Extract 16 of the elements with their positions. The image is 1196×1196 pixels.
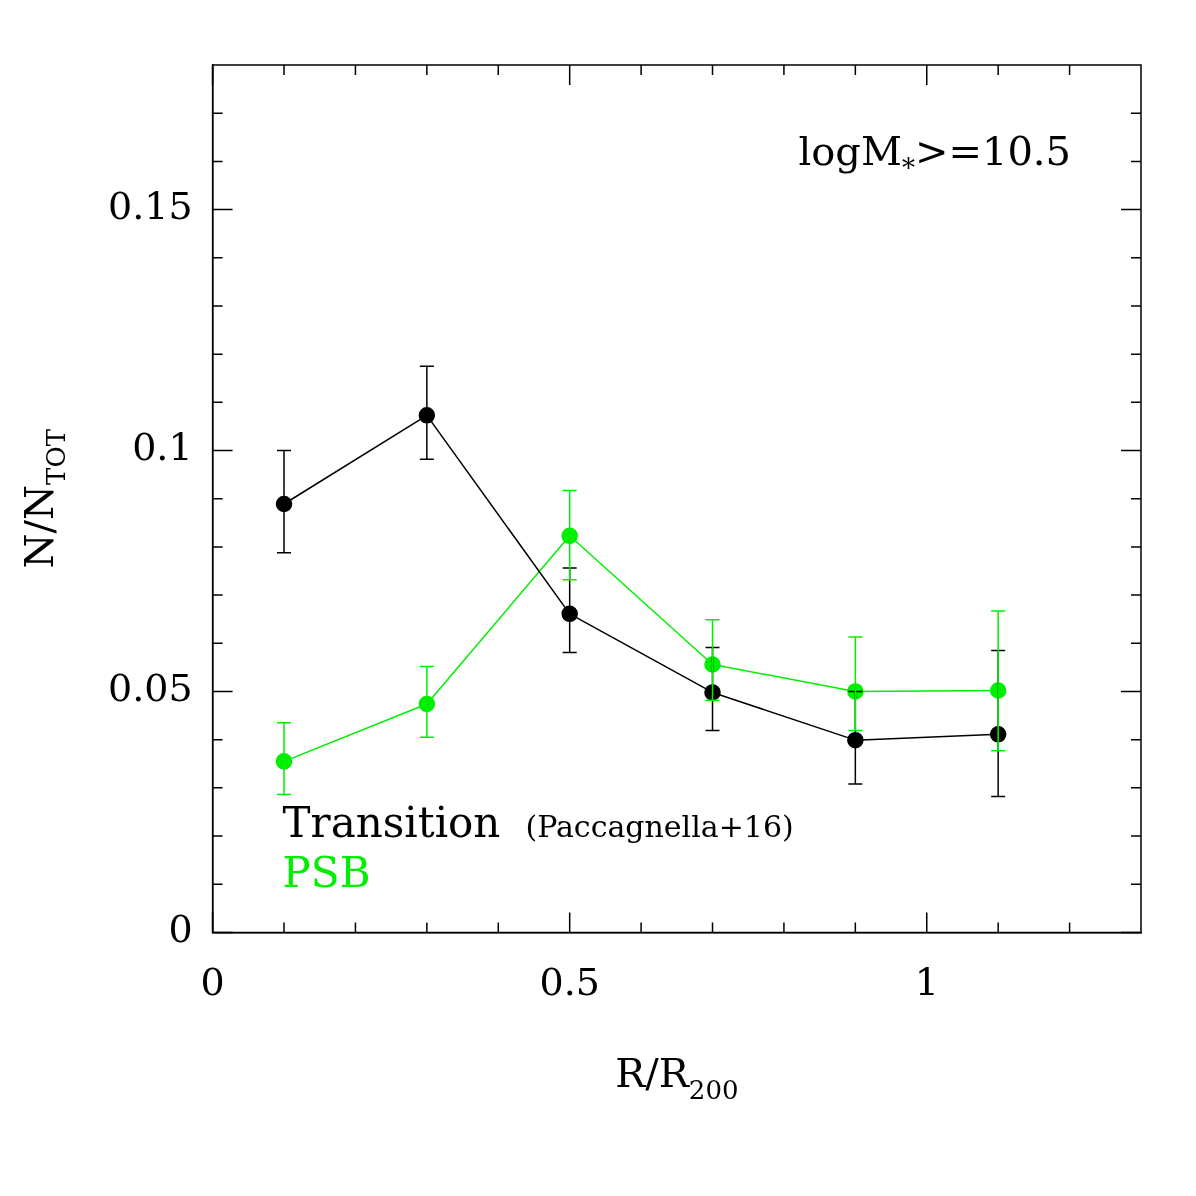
x-tick-label: 0: [200, 960, 225, 1005]
y-axis-title: N/NTOT: [15, 428, 71, 569]
y-tick-label: 0.15: [108, 184, 193, 229]
point: [561, 527, 578, 545]
x-tick-label: 1: [914, 960, 939, 1005]
y-tick-label: 0.1: [132, 425, 193, 470]
series-label: PSB: [282, 848, 371, 898]
x-tick-label: 0.5: [539, 960, 600, 1005]
text: Transition: [282, 798, 501, 848]
point: [847, 731, 864, 749]
y-tick-label: 0.05: [108, 666, 193, 711]
point: [561, 605, 578, 623]
annotation: logM*>=10.5: [798, 128, 1071, 183]
point: [704, 656, 721, 673]
y-tick-label: 0: [168, 907, 193, 952]
annotation: (Paccagnella+16): [525, 809, 794, 845]
